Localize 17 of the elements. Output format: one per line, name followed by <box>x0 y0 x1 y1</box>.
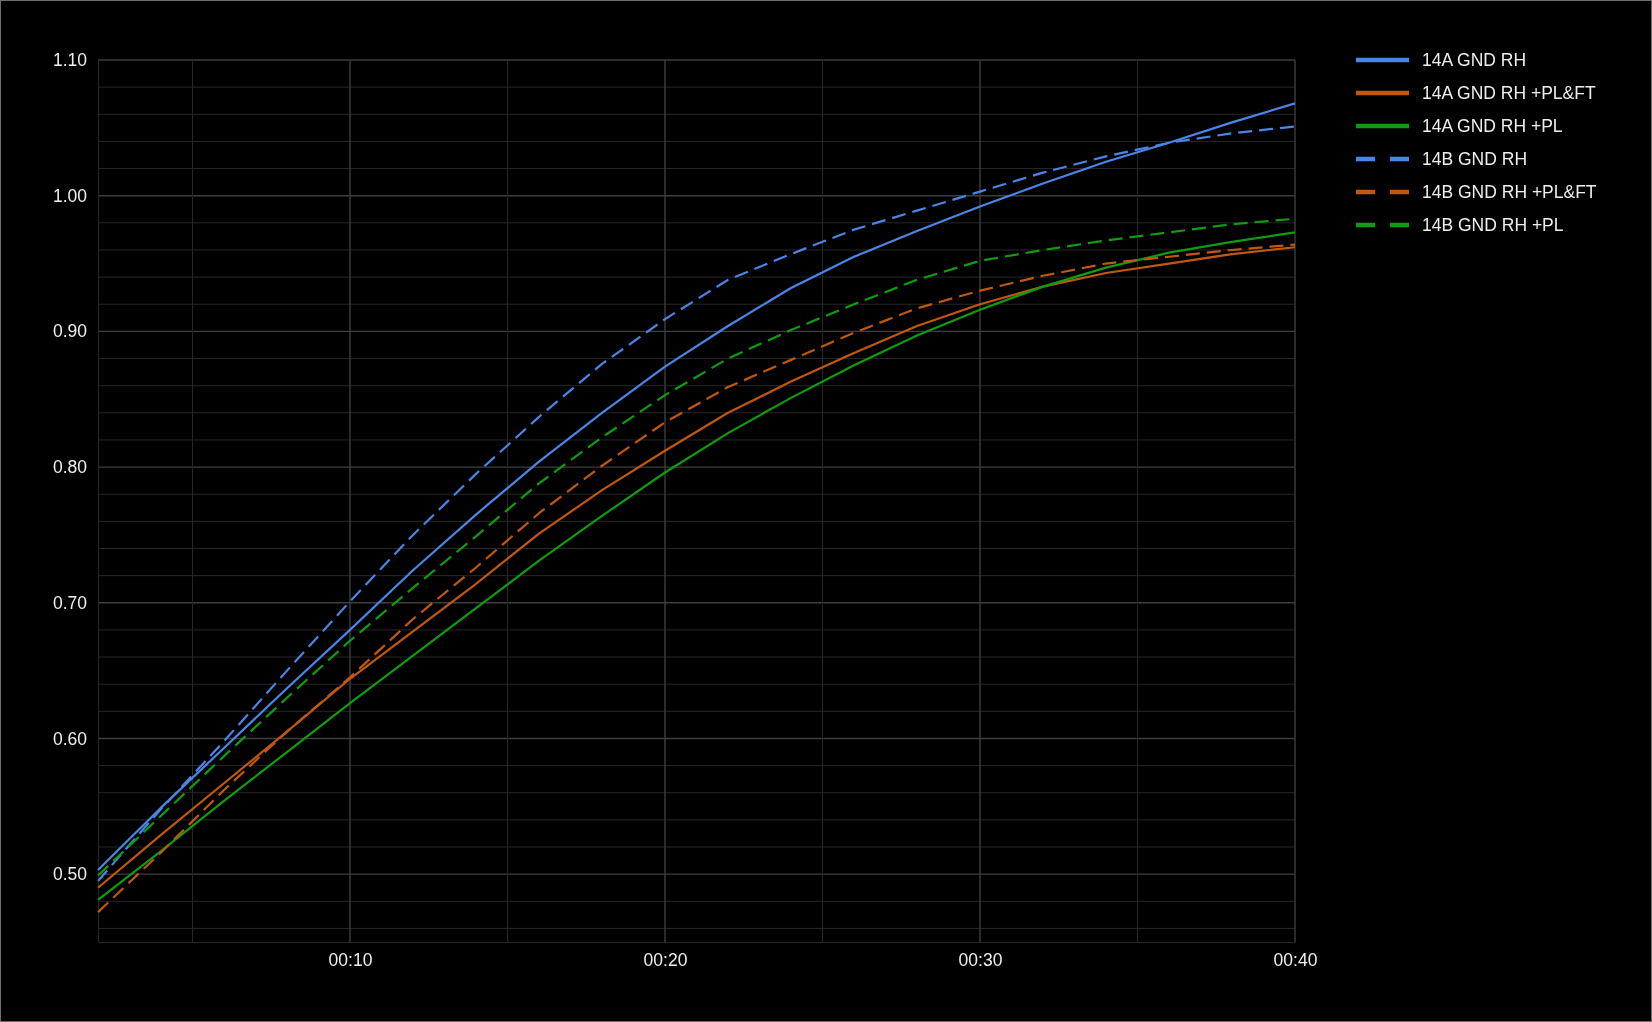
x-tick-label: 00:10 <box>328 950 373 971</box>
x-tick-label: 00:20 <box>643 950 688 971</box>
y-tick-label: 0.50 <box>52 864 88 885</box>
y-tick-label: 0.80 <box>52 457 88 478</box>
legend-label: 14B GND RH +PL&FT <box>1422 182 1597 203</box>
legend-label: 14B GND RH <box>1422 149 1528 170</box>
legend-label: 14A GND RH +PL&FT <box>1422 83 1596 104</box>
x-tick-label: 00:40 <box>1273 950 1318 971</box>
y-tick-label: 1.10 <box>52 50 88 71</box>
y-tick-label: 0.60 <box>52 728 88 749</box>
legend-label: 14A GND RH <box>1422 50 1527 71</box>
legend-label: 14B GND RH +PL <box>1422 215 1564 236</box>
legend-label: 14A GND RH +PL <box>1422 116 1563 137</box>
y-tick-label: 0.70 <box>52 592 88 613</box>
y-tick-label: 0.90 <box>52 321 88 342</box>
y-tick-label: 1.00 <box>52 185 88 206</box>
x-tick-label: 00:30 <box>958 950 1003 971</box>
